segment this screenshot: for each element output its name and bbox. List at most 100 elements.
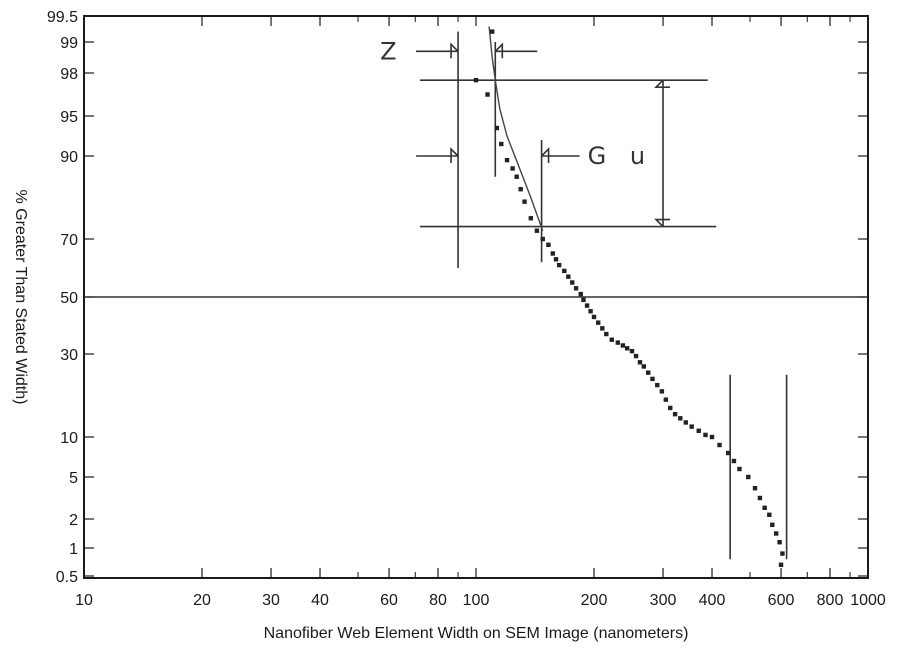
data-point — [570, 280, 575, 285]
data-point — [615, 340, 620, 345]
data-point — [550, 251, 555, 256]
data-point — [646, 370, 651, 375]
x-tick-label: 400 — [699, 592, 726, 609]
data-point — [773, 531, 779, 536]
data-point — [762, 505, 767, 510]
data-point — [683, 420, 689, 425]
data-point — [566, 274, 571, 279]
fit-curve-line — [488, 26, 544, 231]
data-point — [591, 314, 597, 320]
data-point — [650, 376, 655, 382]
data-point — [746, 474, 751, 480]
data-point — [581, 297, 586, 303]
y-tick-label: 10 — [60, 430, 78, 447]
data-point — [534, 228, 540, 233]
annotation-arrows — [416, 42, 671, 228]
data-point — [731, 458, 737, 464]
data-point — [556, 262, 562, 268]
arrow-head — [654, 79, 671, 88]
data-point — [777, 540, 782, 545]
data-point — [562, 268, 567, 274]
fit-curve — [488, 26, 544, 231]
data-point — [620, 343, 626, 348]
x-tick-label: 800 — [817, 592, 844, 609]
data-point — [490, 29, 495, 34]
data-point — [528, 216, 534, 221]
arrow-head — [450, 147, 459, 163]
y-axis-title: % Greater Than Stated Width) — [12, 190, 29, 405]
data-point — [737, 466, 742, 472]
data-point — [659, 389, 665, 394]
x-tick-label: 10 — [75, 592, 93, 609]
data-point — [778, 562, 784, 567]
data-point — [696, 428, 701, 433]
data-point — [726, 450, 731, 456]
y-tick-label: 70 — [60, 232, 78, 249]
data-point — [668, 405, 673, 411]
data-points — [473, 29, 785, 567]
data-point — [522, 199, 527, 204]
data-point — [709, 434, 715, 440]
data-point — [717, 442, 722, 448]
data-point — [578, 291, 583, 297]
x-tick-label: 1000 — [850, 592, 886, 609]
data-point — [624, 346, 630, 351]
x-tick-label: 40 — [311, 592, 329, 609]
data-point — [767, 512, 772, 517]
data-point — [637, 360, 643, 365]
y-tick-label: 0.5 — [56, 569, 78, 586]
data-point — [499, 141, 504, 147]
x-axis-title: Nanofiber Web Element Width on SEM Image… — [264, 625, 689, 642]
data-point — [553, 257, 559, 262]
data-point — [596, 320, 601, 325]
x-tick-label: 30 — [262, 592, 280, 609]
data-point — [573, 286, 579, 291]
arrow-head — [541, 147, 550, 163]
data-point — [504, 157, 510, 163]
y-tick-label: 1 — [69, 541, 78, 558]
y-tick-label: 30 — [60, 347, 78, 364]
y-tick-label: 99 — [60, 35, 78, 52]
data-point — [655, 382, 660, 388]
data-point — [473, 77, 479, 83]
y-tick-label: 50 — [60, 290, 78, 307]
data-point — [678, 416, 683, 421]
x-tick-label: 80 — [429, 592, 447, 609]
data-point — [629, 348, 635, 354]
data-point — [546, 242, 551, 247]
y-tick-label: 5 — [69, 470, 78, 487]
data-point — [633, 353, 639, 359]
x-tick-label: 20 — [193, 592, 211, 609]
data-point — [780, 551, 785, 556]
x-tick-label: 60 — [380, 592, 398, 609]
x-tick-label: 100 — [463, 592, 490, 609]
annotation-label-u: u — [630, 142, 645, 170]
data-point — [588, 309, 593, 314]
x-axis-ticks: 10 20 30 40 60 80 100 200 300 400 600 800 1000 — [75, 16, 886, 609]
data-point — [514, 174, 519, 179]
data-point — [600, 326, 605, 331]
y-tick-label: 95 — [60, 109, 78, 126]
data-point — [604, 331, 609, 337]
data-point — [518, 187, 523, 192]
annotation-lines — [420, 31, 788, 560]
annotation-label-z: Z — [380, 37, 396, 65]
data-point — [770, 522, 775, 527]
data-point — [689, 424, 694, 429]
data-point — [757, 495, 763, 501]
data-point — [641, 364, 647, 369]
x-tick-label: 200 — [581, 592, 608, 609]
data-point — [663, 397, 669, 402]
y-tick-label: 90 — [60, 149, 78, 166]
y-tick-label: 99.5 — [47, 9, 78, 26]
annotation-label-g: G — [588, 142, 607, 170]
x-tick-label: 300 — [650, 592, 677, 609]
y-tick-label: 2 — [69, 512, 78, 529]
arrow-head — [494, 42, 504, 59]
data-point — [609, 337, 614, 342]
data-point — [540, 236, 545, 242]
data-point — [752, 486, 758, 491]
y-axis-ticks: 0.5 1 2 5 10 30 50 70 90 95 98 99 99.5 — [47, 9, 868, 586]
arrow-head — [654, 218, 671, 228]
